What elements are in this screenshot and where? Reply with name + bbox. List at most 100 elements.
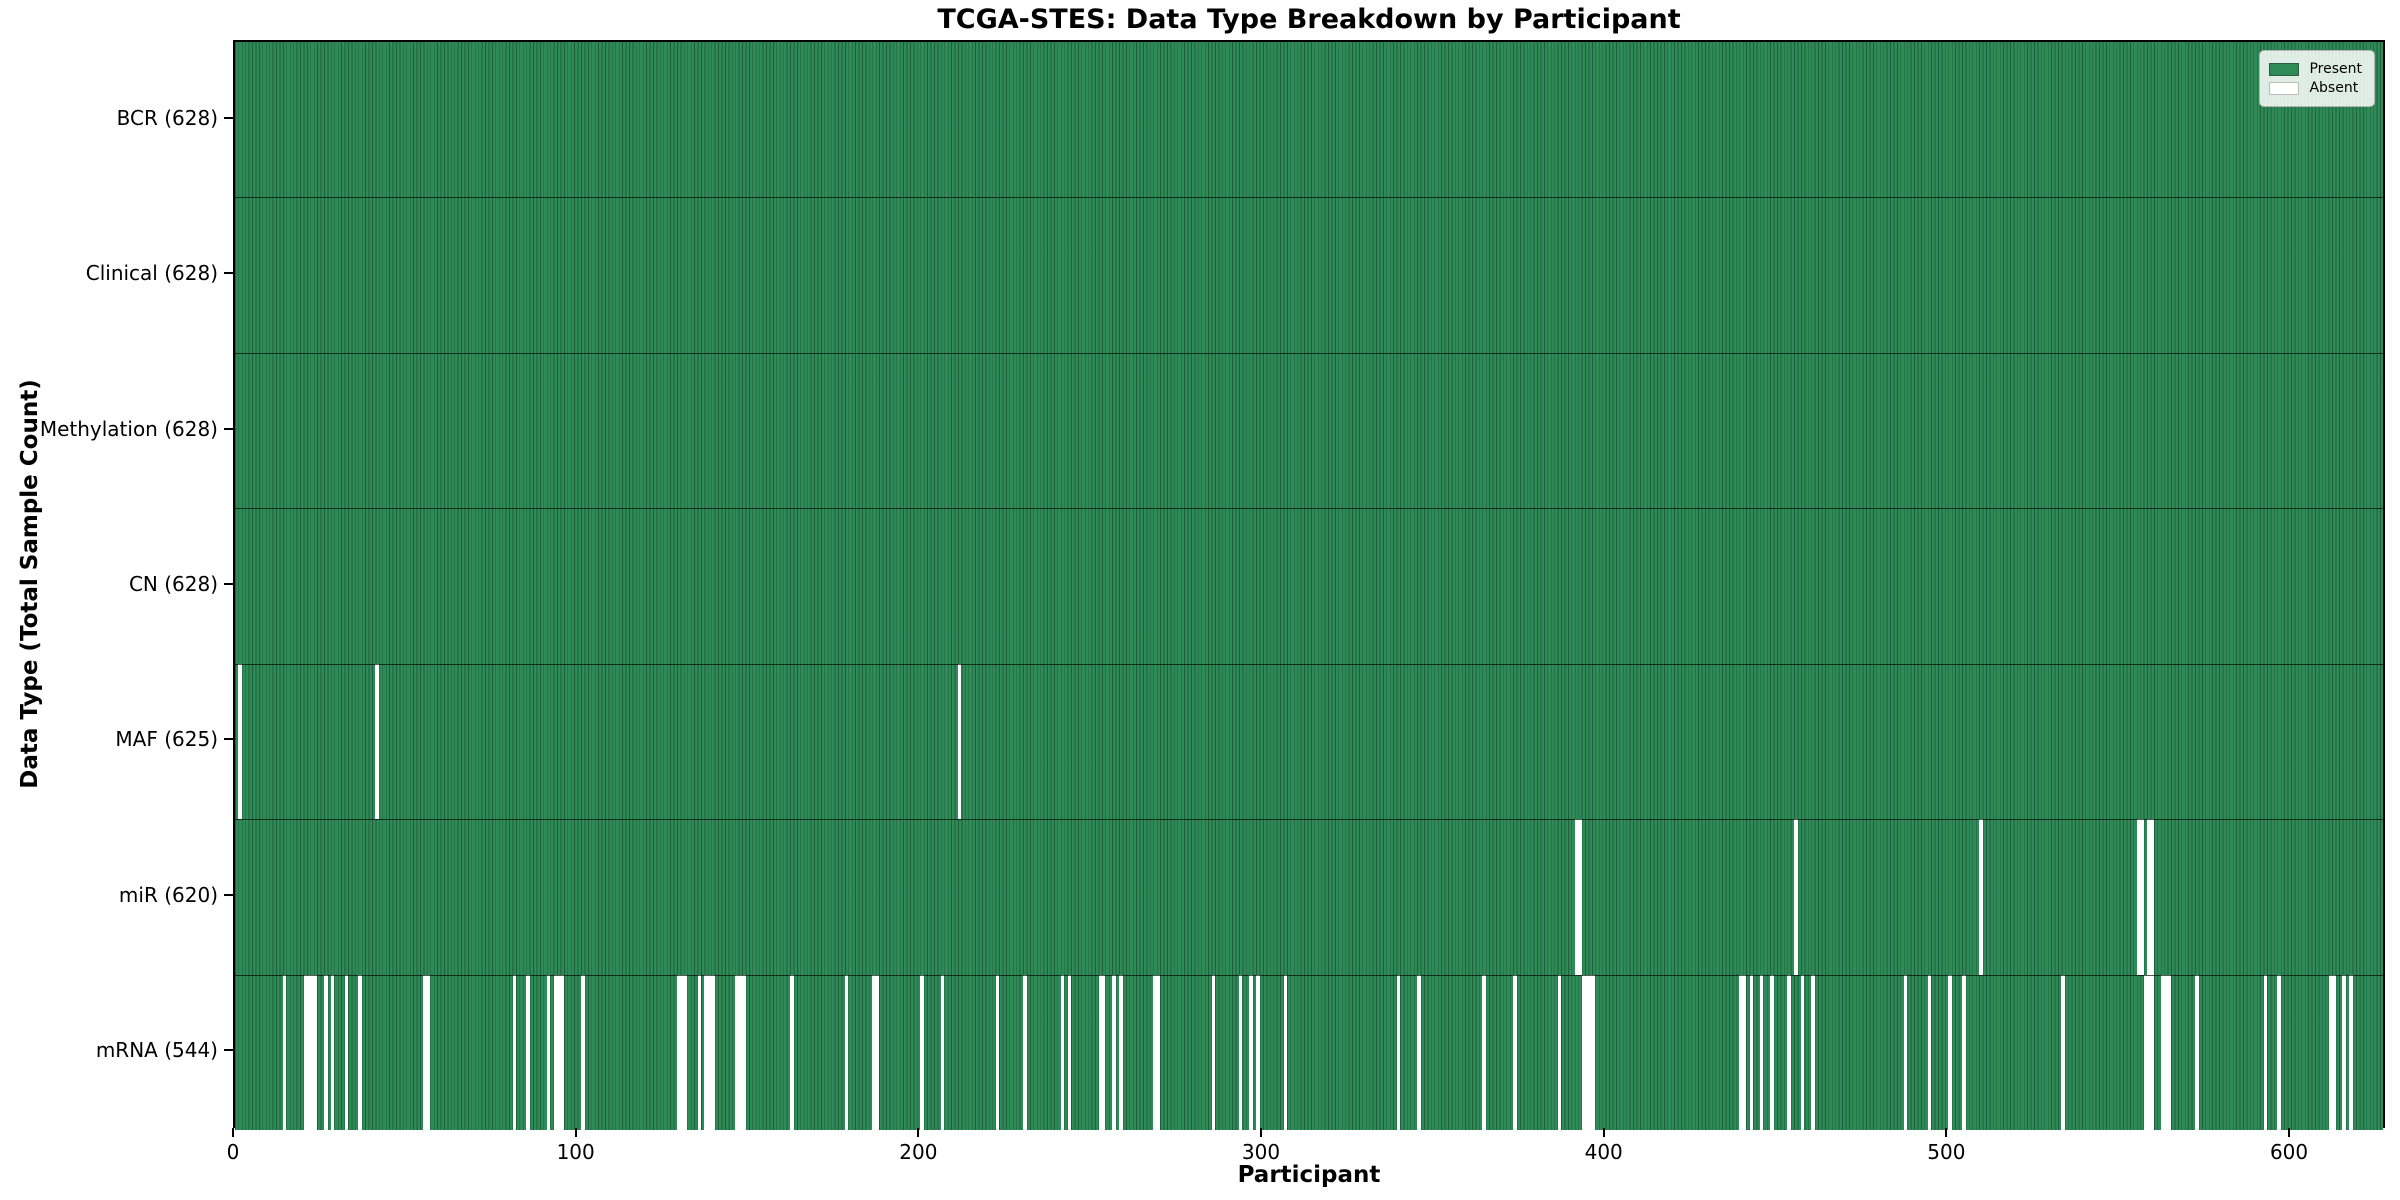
absent-stripe [1578,819,1582,975]
absent-stripe [282,974,287,1130]
absent-stripe [426,974,431,1130]
absent-stripe [1811,974,1815,1130]
absent-stripe [1801,974,1805,1130]
absent-stripe [872,974,876,1130]
y-tick-label: Clinical (628) [85,261,218,286]
absent-stripe [560,974,564,1130]
absent-stripe [2349,974,2353,1130]
absent-stripe [875,974,880,1130]
x-tick-label: 200 [899,1140,938,1164]
absent-stripe [526,974,530,1130]
absent-stripe [2164,974,2168,1130]
plot-area: Present Absent [233,40,2385,1130]
absent-stripe [677,974,681,1130]
heatmap-row-miR [235,819,2383,975]
absent-stripe [1591,974,1596,1130]
absent-stripe [1119,974,1123,1130]
legend-label: Absent [2309,80,2359,96]
row-boundary [235,974,2383,976]
absent-stripe [1585,974,1589,1130]
absent-stripe [1794,819,1798,975]
absent-stripe [742,974,746,1130]
absent-stripe [920,974,924,1130]
absent-stripe [1759,974,1764,1130]
absent-stripe [557,974,561,1130]
absent-stripe [790,974,794,1130]
absent-stripe [344,974,349,1130]
absent-stripe [995,974,1000,1130]
absent-stripe [940,974,945,1130]
y-tick-label: MAF (625) [115,727,218,752]
absent-stripe [1153,974,1157,1130]
x-tick-label: 300 [1241,1140,1281,1164]
absent-stripe [306,974,311,1130]
x-axis-label: Participant [1237,1162,1381,1188]
absent-stripe [1749,974,1754,1130]
absent-stripe [581,974,585,1130]
absent-stripe [2332,974,2336,1130]
legend-label: Present [2309,61,2362,77]
absent-stripe [313,974,318,1130]
absent-stripe [2061,974,2065,1130]
absent-stripe [1256,974,1260,1130]
absent-stripe [1396,974,1401,1130]
absent-stripe [1060,974,1065,1130]
absent-stripe [1927,974,1932,1130]
absent-stripe [238,663,242,820]
absent-stripe [1588,974,1592,1130]
x-tick-mark [2288,1128,2291,1137]
absent-stripe [2150,819,2154,975]
absent-stripe [2147,819,2151,975]
absent-stripe [735,974,739,1130]
row-boundary [235,508,2383,510]
absent-stripe [310,974,314,1130]
absent-stripe [2150,974,2154,1130]
absent-stripe [704,974,708,1130]
y-tick-label: Methylation (628) [39,416,218,441]
absent-stripe [2328,974,2333,1130]
y-tick-mark [224,427,233,430]
x-tick-label: 100 [556,1140,595,1164]
absent-stripe [958,663,962,820]
absent-stripe [1112,974,1116,1130]
absent-stripe [1067,974,1072,1130]
absent-stripe [1557,974,1562,1130]
absent-stripe [1962,974,1966,1130]
absent-stripe [1581,974,1586,1130]
heatmap-row-MAF [235,663,2383,820]
y-tick-mark [224,893,233,896]
legend-swatch-absent [2269,81,2300,95]
y-tick-mark [224,116,233,119]
heatmap-row-Clinical [235,197,2383,353]
x-tick-mark [574,1128,577,1137]
absent-stripe [2195,974,2199,1130]
absent-stripe [2160,974,2165,1130]
absent-stripe [1211,974,1216,1130]
absent-stripe [2147,974,2151,1130]
absent-stripe [2277,974,2281,1130]
absent-stripe [1787,974,1791,1130]
absent-stripe [680,974,684,1130]
absent-stripe [375,663,379,820]
y-tick-mark [224,272,233,275]
absent-stripe [1482,974,1486,1130]
x-tick-mark [232,1128,234,1137]
absent-stripe [1742,974,1747,1130]
y-tick-label: CN (628) [128,572,218,596]
legend-entry: Present [2269,61,2362,77]
chart-title: TCGA-STES: Data Type Breakdown by Partic… [937,4,1681,35]
absent-stripe [844,974,849,1130]
absent-stripe [1513,974,1517,1130]
absent-stripe [358,974,362,1130]
y-tick-label: miR (620) [118,882,218,907]
y-tick-label: mRNA (544) [95,1038,218,1063]
absent-stripe [2342,974,2346,1130]
absent-stripe [1739,974,1743,1130]
heatmap-row-mRNA [235,974,2383,1130]
x-tick-mark [917,1128,920,1137]
absent-stripe [1239,974,1243,1130]
absent-stripe [697,974,702,1130]
absent-stripe [1101,974,1106,1130]
absent-stripe [423,974,427,1130]
